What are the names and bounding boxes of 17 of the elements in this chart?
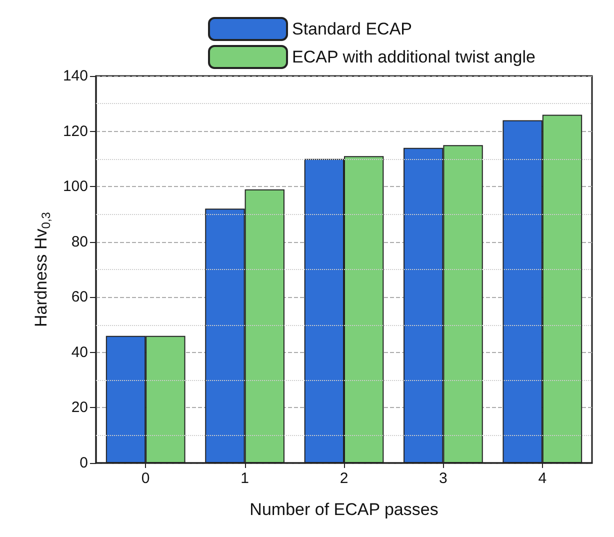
legend-label: ECAP with additional twist angle (292, 48, 536, 66)
y-axis-title: Hardness Hv0,3 (32, 212, 53, 327)
y-tick-label: 80 (71, 233, 88, 250)
y-tick-label: 40 (71, 344, 88, 361)
x-tick-label: 1 (240, 470, 249, 487)
x-tick-label: 3 (439, 470, 448, 487)
y-tick-label: 120 (62, 122, 88, 140)
y-tick-label: 100 (62, 178, 88, 196)
x-axis-title: Number of ECAP passes (250, 500, 438, 519)
x-tick-label: 4 (538, 470, 547, 487)
x-tick-label: 2 (340, 470, 348, 487)
x-tick-label: 0 (141, 470, 150, 487)
y-tick-label: 140 (62, 68, 88, 84)
y-tick-label: 0 (80, 454, 88, 472)
y-tick-label: 20 (71, 399, 88, 416)
legend-label: Standard ECAP (292, 20, 412, 38)
y-tick-label: 60 (71, 288, 88, 306)
